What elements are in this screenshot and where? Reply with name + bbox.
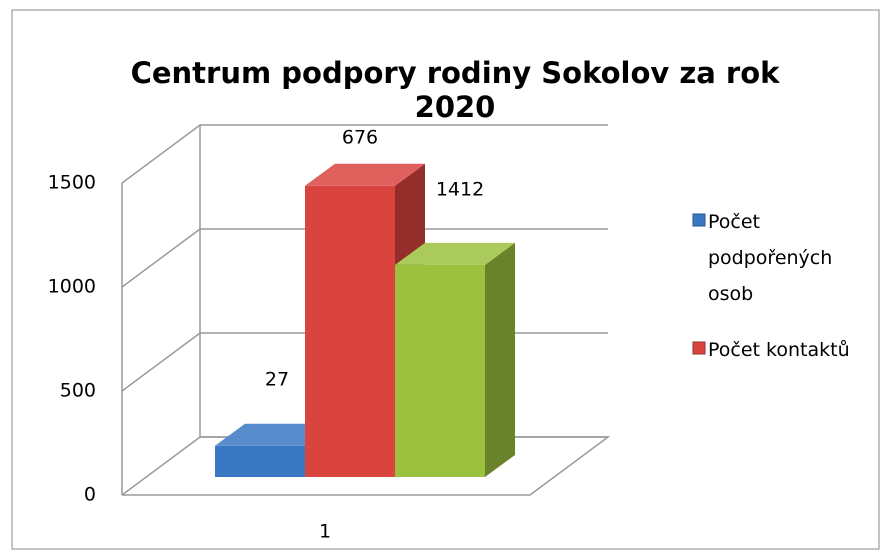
bar-top [395, 242, 515, 265]
y-tick-label: 1500 [48, 172, 96, 194]
chart-title: Centrum podpory rodiny Sokolov za rok 202… [131, 56, 781, 124]
data-label: 1412 [436, 179, 484, 201]
bar [305, 185, 395, 478]
legend-swatch [692, 341, 706, 355]
legend-swatch [692, 213, 706, 227]
grid-line [121, 228, 608, 288]
title-line: Centrum podpory rodiny Sokolov za rok [131, 56, 781, 90]
title-line: 2020 [415, 90, 496, 124]
bar-top [305, 163, 425, 186]
y-tick-label: 500 [60, 380, 96, 402]
y-tick-label: 0 [84, 484, 96, 506]
bar [215, 445, 305, 477]
bar-side [485, 242, 515, 477]
legend-label: Počet kontaktů [708, 339, 850, 361]
legend-label: Počet podpořených osob [708, 211, 833, 305]
data-label: 27 [265, 369, 289, 391]
x-tick-label: 1 [319, 521, 331, 543]
grid-line [121, 124, 608, 184]
data-label: 676 [342, 127, 378, 149]
bar [395, 264, 485, 477]
y-tick-label: 1000 [48, 276, 96, 298]
